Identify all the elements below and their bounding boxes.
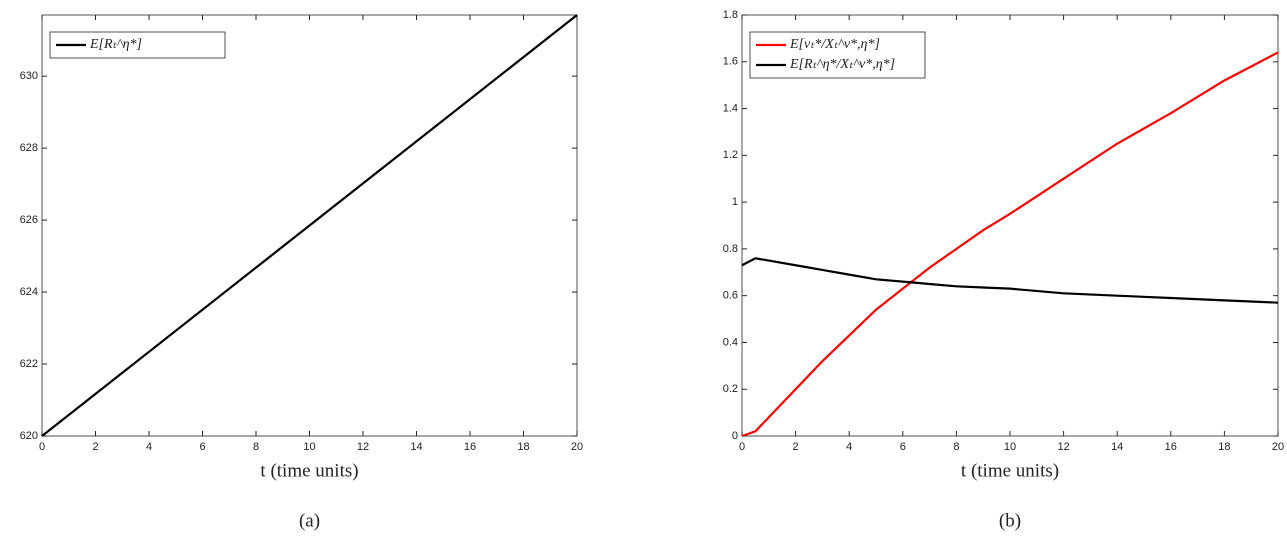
y-tick-label: 1.4 <box>723 102 738 114</box>
y-tick-label: 1 <box>732 196 738 208</box>
legend-label: E[Rₜ^η*/Xₜ^ν*,η*] <box>789 57 895 72</box>
x-tick-label: 12 <box>1057 441 1069 453</box>
x-tick-label: 14 <box>1111 441 1123 453</box>
data-line <box>741 257 1279 304</box>
x-tick-label: 20 <box>1272 441 1284 453</box>
y-tick-label: 0 <box>732 430 738 442</box>
x-tick-label: 8 <box>953 441 959 453</box>
x-axis-label: t (time units) <box>961 460 1059 481</box>
y-tick-label: 620 <box>20 430 38 442</box>
x-tick-label: 14 <box>410 441 422 453</box>
y-tick-label: 624 <box>20 286 38 298</box>
y-tick-label: 1.8 <box>723 9 738 21</box>
x-tick-label: 10 <box>303 441 315 453</box>
data-line <box>41 14 578 437</box>
y-tick-label: 1.6 <box>723 56 738 68</box>
y-tick-label: 0.4 <box>723 336 738 348</box>
x-tick-label: 16 <box>464 441 476 453</box>
x-tick-label: 20 <box>571 441 583 453</box>
y-tick-label: 630 <box>20 70 38 82</box>
x-tick-label: 12 <box>357 441 369 453</box>
data-line <box>741 51 1279 438</box>
legend-label: E[νₜ*/Xₜ^ν*,η*] <box>789 37 880 52</box>
plot-area <box>741 14 1279 437</box>
legend-label: E[Rₜ^η*] <box>89 37 142 52</box>
caption: (a) <box>299 510 320 531</box>
x-tick-label: 2 <box>92 441 98 453</box>
x-tick-label: 4 <box>846 441 852 453</box>
y-tick-label: 628 <box>20 142 38 154</box>
y-tick-label: 0.8 <box>723 243 738 255</box>
x-tick-label: 0 <box>739 441 745 453</box>
x-tick-label: 18 <box>1218 441 1230 453</box>
y-tick-label: 0.2 <box>723 383 738 395</box>
x-tick-label: 18 <box>517 441 529 453</box>
x-tick-label: 2 <box>793 441 799 453</box>
y-tick-label: 1.2 <box>723 149 738 161</box>
x-tick-label: 8 <box>253 441 259 453</box>
x-tick-label: 0 <box>39 441 45 453</box>
x-tick-label: 6 <box>199 441 205 453</box>
x-tick-label: 10 <box>1004 441 1016 453</box>
legend-box <box>749 31 926 79</box>
x-axis-label: t (time units) <box>260 460 358 481</box>
caption: (b) <box>999 510 1021 531</box>
x-tick-label: 4 <box>146 441 152 453</box>
y-tick-label: 0.6 <box>723 290 738 302</box>
y-tick-label: 622 <box>20 358 38 370</box>
y-tick-label: 626 <box>20 214 38 226</box>
x-tick-label: 16 <box>1165 441 1177 453</box>
x-tick-label: 6 <box>900 441 906 453</box>
